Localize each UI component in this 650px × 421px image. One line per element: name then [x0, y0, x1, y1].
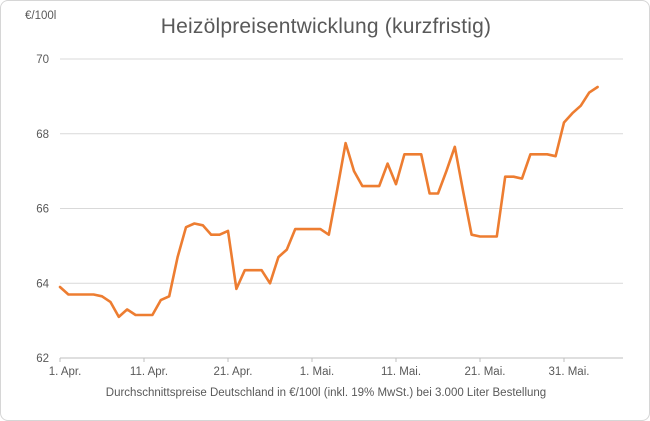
- price-line: [58, 85, 599, 319]
- x-axis-tick-label: 21. Mai.: [465, 366, 506, 378]
- y-axis-tick-label: 66: [36, 204, 49, 216]
- x-axis-tick-label: 31. Mai.: [549, 366, 590, 378]
- x-axis-tick-label: 1. Mai.: [300, 366, 335, 378]
- y-axis-tick-label: 68: [36, 129, 49, 141]
- chart-caption: Durchschnittspreise Deutschland in €/100…: [105, 387, 547, 399]
- y-axis-tick-label: 62: [36, 353, 49, 365]
- x-axis-tick-label: 11. Mai.: [381, 366, 421, 378]
- y-axis-tick-label: 64: [36, 278, 49, 290]
- x-axis-tick-label: 21. Apr.: [213, 366, 252, 378]
- y-axis-tick-label: 70: [36, 54, 49, 66]
- x-axis-tick-label: 11. Apr.: [130, 366, 168, 378]
- x-axis-tick-label: 1. Apr.: [49, 366, 82, 378]
- y-axis-unit-label: €/100l: [25, 10, 57, 22]
- chart-title: Heizölpreisentwicklung (kurzfristig): [160, 15, 492, 38]
